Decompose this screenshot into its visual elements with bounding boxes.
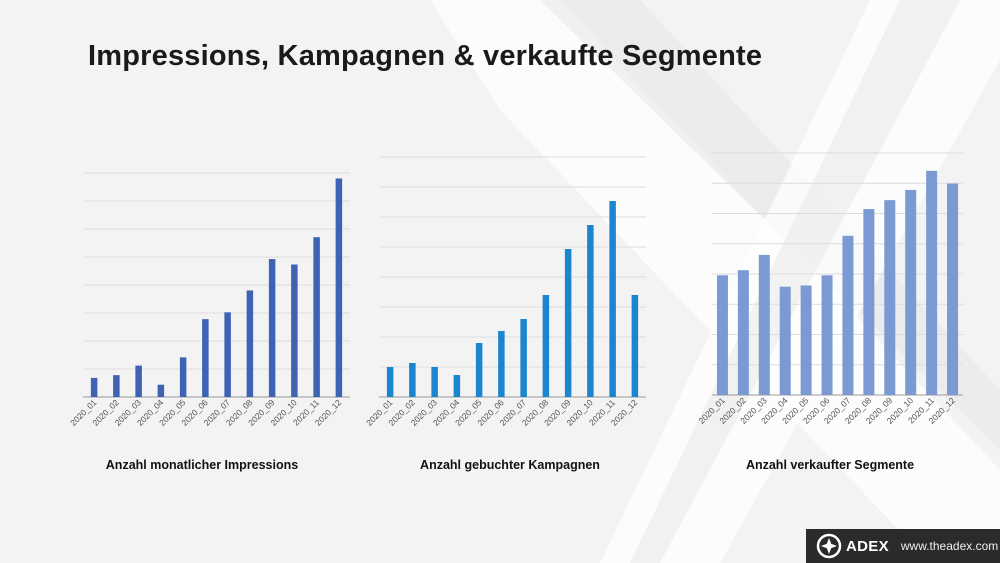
bar-2020_11 — [926, 170, 938, 395]
bar-2020_07 — [224, 312, 231, 397]
bar-2020_08 — [542, 295, 550, 397]
bar-2020_07 — [842, 235, 854, 395]
bar-2020_06 — [821, 275, 833, 395]
bar-2020_08 — [246, 290, 254, 397]
bar-2020_02 — [409, 363, 416, 397]
bar-2020_10 — [587, 225, 594, 397]
bar-2020_01 — [386, 367, 394, 397]
bar-2020_09 — [564, 249, 572, 397]
bar-2020_02 — [113, 375, 120, 397]
bar-2020_04 — [157, 384, 165, 397]
bar-2020_08 — [863, 209, 875, 395]
footer-bar: ADEX www.theadex.com — [806, 529, 1000, 563]
footer-url[interactable]: www.theadex.com — [900, 539, 999, 553]
segments-chart-caption: Anzahl verkaufter Segmente — [745, 458, 915, 472]
slide-title: Impressions, Kampagnen & verkaufte Segme… — [88, 40, 763, 72]
impressions-chart-caption: Anzahl monatlicher Impressions — [105, 458, 299, 472]
bar-2020_09 — [884, 200, 896, 395]
bar-2020_05 — [179, 357, 187, 397]
bar-2020_10 — [905, 189, 917, 395]
bar-2020_11 — [609, 201, 616, 397]
segments-bar-chart: 2020_012020_022020_032020_042020_052020_… — [696, 152, 963, 426]
bar-2020_05 — [800, 285, 812, 395]
bar-2020_04 — [453, 375, 461, 397]
bar-2020_03 — [431, 367, 438, 397]
bar-2020_01 — [716, 275, 728, 395]
bar-2020_02 — [737, 270, 749, 395]
campaigns-bar-chart: 2020_012020_022020_032020_042020_052020_… — [364, 156, 646, 428]
bar-2020_07 — [520, 319, 527, 397]
bar-2020_06 — [202, 319, 209, 397]
adex-logo-text: ADEX — [846, 537, 889, 555]
bar-2020_03 — [758, 254, 770, 395]
bar-2020_05 — [475, 343, 483, 397]
bar-2020_01 — [90, 377, 98, 397]
adex-logo-icon — [816, 533, 842, 559]
bar-2020_06 — [498, 331, 505, 397]
bar-2020_09 — [268, 259, 276, 397]
bar-2020_03 — [135, 365, 142, 397]
bar-2020_12 — [631, 295, 639, 397]
bar-2020_12 — [335, 178, 343, 397]
impressions-bar-chart: 2020_012020_022020_032020_042020_052020_… — [68, 172, 350, 428]
bar-2020_04 — [779, 286, 791, 395]
campaigns-chart-caption: Anzahl gebuchter Kampagnen — [420, 458, 600, 472]
bar-2020_11 — [313, 237, 320, 397]
bar-2020_10 — [291, 264, 298, 397]
bar-2020_12 — [947, 183, 959, 395]
